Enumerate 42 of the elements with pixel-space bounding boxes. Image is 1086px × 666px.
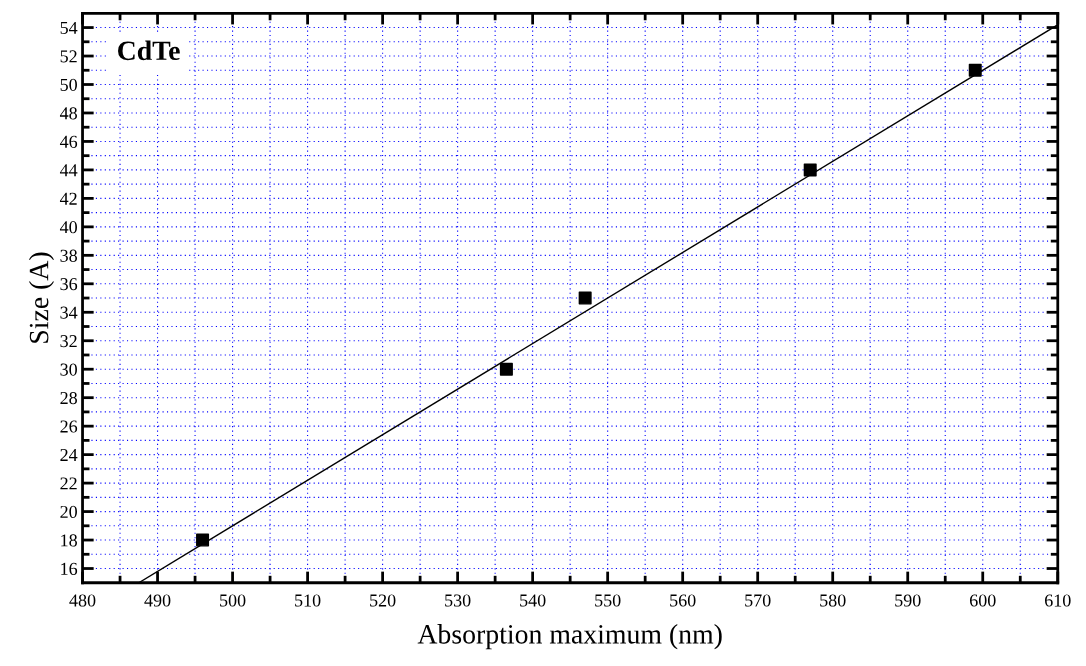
x-tick-label: 570 (745, 594, 771, 607)
y-tick-label: 20 (60, 505, 77, 519)
y-tick-label: 44 (59, 164, 78, 177)
x-tick-label: 610 (1045, 594, 1071, 607)
y-tick-label: 28 (60, 391, 77, 405)
y-tick-label: 48 (59, 107, 77, 120)
x-tick-label: 510 (295, 594, 321, 607)
y-tick-label: 36 (60, 278, 78, 291)
x-tick-label: 590 (895, 594, 921, 607)
y-tick-label: 22 (60, 477, 77, 490)
x-tick-label: 580 (820, 594, 846, 607)
y-tick-label: 38 (60, 249, 77, 262)
annotation: CdTe (118, 40, 180, 61)
x-axis-title: Absorption maximum (nm) (417, 624, 722, 650)
y-tick-label: 52 (60, 50, 77, 63)
y-tick-label: 16 (61, 562, 78, 575)
x-tick-label: 540 (520, 594, 546, 607)
point (499, 362, 513, 376)
x-tick-label: 500 (220, 594, 246, 607)
y-tick-label: 24 (60, 448, 78, 461)
y-axis-title: Size (A) (28, 252, 55, 343)
y-tick-label: 46 (59, 135, 78, 148)
y-tick-label: 34 (60, 306, 78, 319)
point (968, 63, 982, 77)
x-tick-label: 480 (69, 594, 96, 607)
y-tick-label: 26 (60, 420, 78, 433)
x-tick-label: 490 (144, 594, 171, 607)
x-tick-label: 560 (670, 594, 696, 607)
point (578, 291, 592, 305)
y-tick-label: 50 (60, 78, 77, 91)
point (196, 533, 210, 547)
y-tick-label: 18 (61, 534, 77, 547)
x-tick-label: 530 (445, 594, 471, 607)
y-tick-label: 42 (59, 192, 77, 205)
x-tick-label: 600 (969, 594, 996, 607)
y-tick-label: 32 (60, 335, 77, 348)
x-tick-label: 550 (595, 594, 621, 607)
y-tick-label: 54 (60, 21, 78, 34)
point (803, 163, 817, 177)
y-tick-label: 30 (60, 363, 77, 376)
x-tick-label: 520 (370, 594, 396, 607)
y-tick-label: 40 (59, 221, 77, 234)
